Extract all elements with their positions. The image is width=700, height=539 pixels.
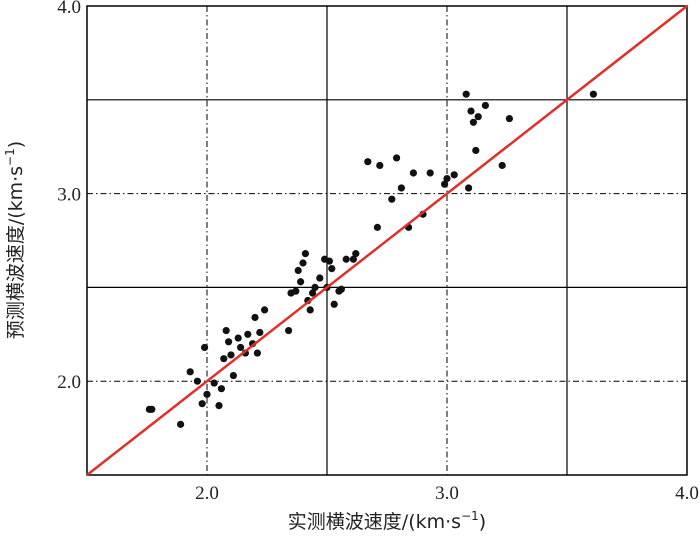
- grid-lines: [87, 6, 687, 475]
- data-point: [316, 274, 324, 282]
- data-point: [198, 400, 206, 408]
- data-point: [342, 255, 350, 263]
- data-point: [193, 377, 201, 385]
- data-point: [426, 169, 434, 177]
- x-tick-labels: 2.0 3.0 4.0: [195, 483, 699, 504]
- data-point: [388, 195, 396, 203]
- x-tick-label: 2.0: [195, 483, 219, 504]
- y-axis-label: 预测横波速度/(km·s−1): [3, 141, 27, 339]
- data-point: [237, 343, 245, 352]
- x-axis-label: 实测横波速度/(km·s−1): [288, 509, 486, 533]
- data-point: [376, 161, 384, 170]
- data-point: [465, 184, 473, 192]
- data-point: [220, 355, 228, 363]
- data-point: [311, 283, 319, 291]
- data-point: [210, 379, 218, 387]
- data-point: [177, 420, 185, 428]
- data-point: [253, 349, 261, 357]
- data-point: [217, 385, 225, 393]
- plot-frame: [86, 5, 688, 476]
- data-point: [443, 174, 451, 183]
- data-point: [292, 287, 300, 295]
- data-point: [294, 266, 302, 275]
- data-point: [306, 306, 314, 314]
- data-point: [474, 113, 482, 121]
- data-point: [328, 265, 336, 273]
- data-point: [373, 223, 381, 231]
- reference-line: [86, 5, 688, 476]
- data-point: [469, 118, 477, 126]
- data-point: [462, 90, 470, 98]
- y-tick-label: 4.0: [57, 0, 81, 18]
- data-point: [309, 289, 317, 297]
- data-point: [186, 368, 194, 376]
- data-point: [297, 278, 305, 286]
- y-tick-label: 3.0: [57, 185, 81, 206]
- data-point: [472, 146, 480, 155]
- data-point: [234, 334, 242, 342]
- x-tick-label: 4.0: [675, 483, 699, 504]
- data-point: [481, 101, 489, 110]
- data-point: [261, 306, 269, 314]
- data-point: [349, 255, 357, 263]
- data-point: [397, 184, 405, 192]
- data-point: [285, 326, 293, 335]
- x-tick-label: 3.0: [435, 483, 459, 504]
- data-point: [441, 180, 449, 188]
- data-point: [256, 328, 264, 337]
- data-point: [201, 343, 209, 352]
- data-point: [325, 257, 333, 265]
- data-point: [229, 371, 237, 380]
- data-point: [337, 285, 345, 293]
- data-point: [409, 169, 417, 177]
- data-point: [498, 161, 506, 170]
- y-tick-labels: 2.0 3.0 4.0: [57, 0, 81, 393]
- data-point: [299, 259, 307, 267]
- data-point: [227, 351, 235, 359]
- data-point: [505, 114, 513, 123]
- data-point: [393, 154, 401, 162]
- data-point: [330, 300, 338, 308]
- data-point: [352, 250, 360, 258]
- data-point: [467, 107, 475, 115]
- data-point: [222, 326, 230, 335]
- data-point: [450, 171, 458, 179]
- data-point: [251, 313, 259, 322]
- y-tick-label: 2.0: [57, 372, 81, 393]
- data-point: [148, 405, 156, 413]
- data-point: [364, 158, 372, 166]
- data-point: [203, 390, 211, 398]
- data-point: [589, 90, 598, 98]
- data-point: [225, 338, 233, 346]
- data-point: [244, 330, 252, 338]
- data-point: [301, 250, 309, 258]
- data-point: [215, 401, 223, 410]
